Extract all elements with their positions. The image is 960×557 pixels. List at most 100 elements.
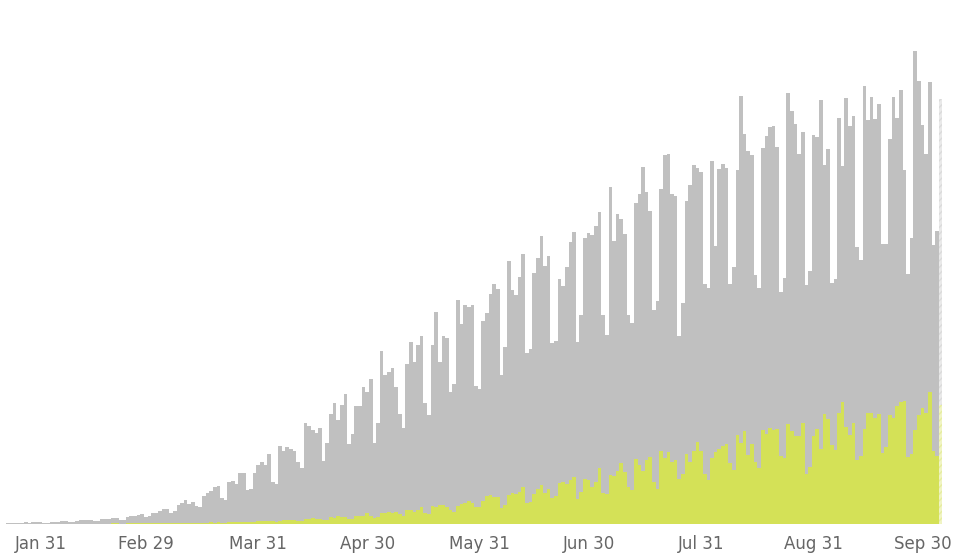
- Bar: [721, 446, 725, 524]
- Bar: [391, 368, 395, 513]
- Bar: [318, 519, 322, 524]
- Bar: [609, 475, 612, 524]
- Bar: [866, 120, 870, 413]
- Bar: [786, 92, 790, 424]
- Bar: [256, 466, 260, 521]
- Bar: [935, 456, 939, 524]
- Bar: [224, 523, 228, 524]
- Bar: [427, 415, 431, 514]
- Bar: [126, 517, 130, 524]
- Bar: [896, 118, 899, 405]
- Bar: [590, 487, 594, 524]
- Bar: [892, 97, 896, 418]
- Bar: [772, 430, 776, 524]
- Bar: [619, 219, 623, 463]
- Bar: [743, 431, 747, 524]
- Bar: [485, 496, 489, 524]
- Bar: [372, 518, 376, 524]
- Bar: [837, 118, 841, 413]
- Bar: [456, 506, 460, 524]
- Bar: [547, 489, 550, 524]
- Bar: [398, 414, 401, 514]
- Bar: [246, 522, 250, 524]
- Bar: [917, 81, 921, 415]
- Bar: [260, 462, 264, 521]
- Bar: [97, 521, 101, 524]
- Bar: [205, 492, 209, 522]
- Bar: [899, 90, 902, 402]
- Bar: [293, 451, 297, 520]
- Bar: [391, 513, 395, 524]
- Bar: [660, 451, 663, 524]
- Bar: [703, 284, 707, 475]
- Bar: [213, 522, 217, 524]
- Bar: [242, 522, 246, 524]
- Bar: [572, 477, 576, 524]
- Bar: [195, 523, 199, 524]
- Bar: [892, 418, 896, 524]
- Bar: [859, 456, 863, 524]
- Bar: [460, 505, 464, 524]
- Bar: [478, 389, 482, 507]
- Bar: [278, 446, 282, 521]
- Bar: [187, 523, 191, 524]
- Bar: [525, 503, 529, 524]
- Bar: [336, 419, 340, 516]
- Bar: [350, 519, 354, 524]
- Bar: [220, 523, 224, 524]
- Bar: [489, 294, 492, 495]
- Bar: [782, 278, 786, 458]
- Bar: [348, 444, 350, 519]
- Bar: [387, 372, 391, 512]
- Bar: [717, 449, 721, 524]
- Bar: [369, 379, 372, 516]
- Bar: [714, 452, 717, 524]
- Bar: [830, 282, 833, 446]
- Bar: [264, 521, 267, 524]
- Bar: [271, 521, 275, 524]
- Bar: [496, 289, 499, 497]
- Bar: [224, 500, 228, 523]
- Bar: [434, 312, 438, 507]
- Bar: [438, 505, 442, 524]
- Bar: [928, 392, 931, 524]
- Bar: [199, 507, 202, 523]
- Bar: [452, 512, 456, 524]
- Bar: [431, 506, 434, 524]
- Bar: [572, 232, 576, 477]
- Bar: [271, 482, 275, 521]
- Bar: [489, 495, 492, 524]
- Bar: [234, 484, 238, 522]
- Bar: [739, 96, 743, 442]
- Bar: [837, 413, 841, 524]
- Bar: [427, 514, 431, 524]
- Bar: [217, 522, 220, 524]
- Bar: [474, 507, 478, 524]
- Bar: [823, 414, 827, 524]
- Bar: [921, 125, 924, 408]
- Bar: [568, 242, 572, 480]
- Bar: [380, 512, 383, 524]
- Bar: [666, 452, 670, 524]
- Bar: [735, 436, 739, 524]
- Bar: [750, 154, 754, 444]
- Bar: [827, 149, 830, 419]
- Bar: [180, 523, 183, 524]
- Bar: [780, 292, 782, 456]
- Bar: [148, 516, 151, 524]
- Bar: [409, 510, 413, 524]
- Bar: [285, 447, 289, 520]
- Bar: [499, 375, 503, 508]
- Bar: [924, 154, 928, 413]
- Bar: [830, 446, 833, 524]
- Bar: [395, 511, 398, 524]
- Bar: [543, 266, 547, 493]
- Bar: [609, 187, 612, 475]
- Bar: [217, 486, 220, 522]
- Bar: [93, 521, 97, 524]
- Bar: [250, 489, 252, 522]
- Bar: [482, 501, 485, 524]
- Bar: [383, 513, 387, 524]
- Bar: [307, 519, 311, 524]
- Bar: [681, 303, 684, 474]
